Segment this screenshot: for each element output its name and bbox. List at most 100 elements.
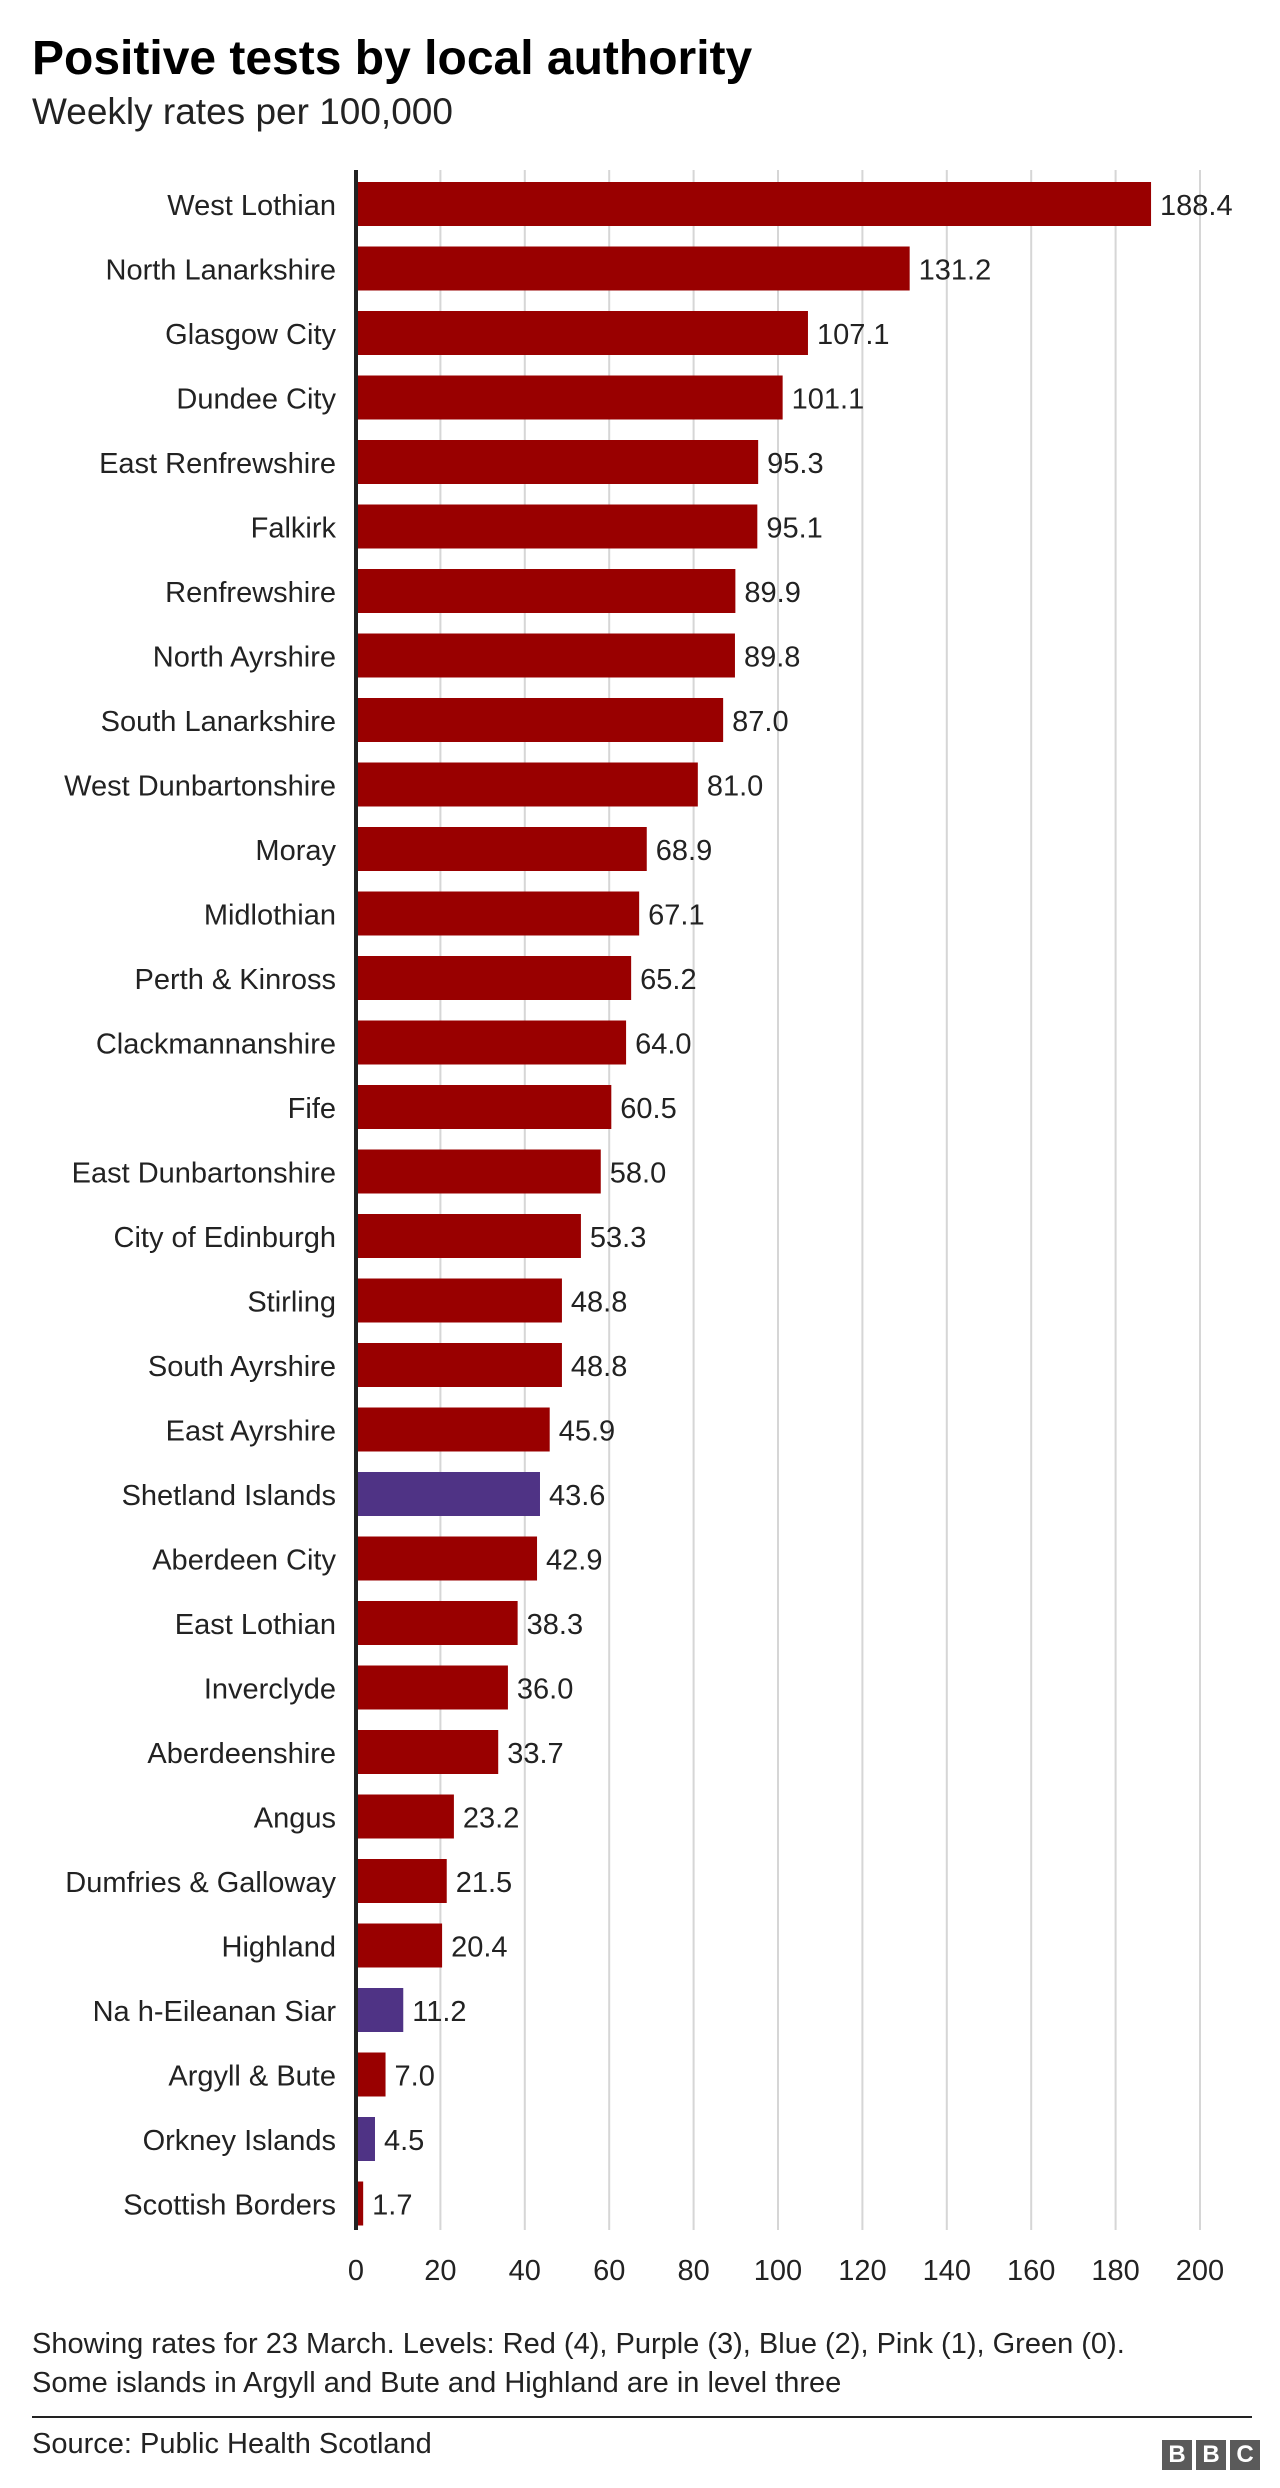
category-label: Highland	[222, 1932, 336, 1964]
data-label: 36.0	[517, 1674, 573, 1706]
footnote-line-1: Showing rates for 23 March. Levels: Red …	[32, 2328, 1125, 2360]
data-label: 89.8	[744, 642, 800, 674]
data-label: 23.2	[463, 1803, 519, 1835]
footnote-line-2: Some islands in Argyll and Bute and High…	[32, 2367, 842, 2400]
chart-subtitle: Weekly rates per 100,000	[32, 91, 453, 132]
bar-9	[356, 698, 724, 742]
bar-10	[356, 762, 698, 807]
source-credit: Source: Public Health Scotland	[32, 2428, 432, 2460]
bar-20	[356, 1407, 550, 1452]
data-label: 95.1	[766, 513, 822, 545]
bar-31	[356, 2117, 375, 2161]
category-label: North Ayrshire	[153, 642, 336, 674]
bar-21	[356, 1472, 540, 1516]
category-label: Argyll & Bute	[168, 2061, 336, 2093]
bar-5	[356, 440, 759, 484]
category-label: Orkney Islands	[143, 2125, 336, 2157]
data-label: 81.0	[707, 771, 763, 803]
bar-25	[356, 1730, 499, 1774]
data-label: 68.9	[656, 835, 712, 867]
category-label: West Dunbartonshire	[64, 771, 336, 803]
category-label: Inverclyde	[204, 1674, 336, 1706]
data-label: 4.5	[384, 2125, 424, 2157]
category-label: West Lothian	[167, 190, 336, 222]
bar-6	[356, 504, 758, 549]
x-tick-label: 60	[593, 2255, 625, 2287]
category-label: Dumfries & Galloway	[65, 1867, 336, 1899]
category-label: City of Edinburgh	[114, 1222, 336, 1254]
data-label: 65.2	[640, 964, 696, 996]
x-tick-label: 140	[923, 2255, 971, 2287]
bar-chart: West Lothian 188.4 North Lanarkshire 131.2 G…	[64, 170, 1233, 2287]
category-label: Stirling	[247, 1287, 336, 1319]
category-label: Renfrewshire	[165, 577, 336, 609]
bar-16	[356, 1149, 601, 1194]
bar-14	[356, 1020, 627, 1065]
data-label: 107.1	[817, 319, 890, 351]
category-label: South Lanarkshire	[101, 706, 336, 738]
category-label: Clackmannanshire	[96, 1029, 336, 1061]
category-label: Scottish Borders	[123, 2190, 336, 2222]
category-label: Fife	[288, 1093, 336, 1125]
category-label: East Ayrshire	[166, 1416, 336, 1448]
x-tick-label: 0	[348, 2255, 364, 2287]
data-label: 58.0	[610, 1158, 666, 1190]
category-label: Midlothian	[204, 900, 336, 932]
data-label: 95.3	[767, 448, 823, 480]
category-label: Na h-Eileanan Siar	[93, 1996, 337, 2028]
category-label: Perth & Kinross	[135, 964, 336, 996]
bar-13	[356, 956, 632, 1000]
category-label: East Lothian	[175, 1609, 336, 1641]
category-label: Dundee City	[176, 384, 336, 416]
data-label: 60.5	[620, 1093, 676, 1125]
data-label: 21.5	[456, 1867, 512, 1899]
x-tick-label: 40	[509, 2255, 541, 2287]
data-label: 89.9	[744, 577, 800, 609]
bar-24	[356, 1665, 508, 1710]
bar-29	[356, 1988, 404, 2032]
bar-4	[356, 375, 783, 420]
bar-7	[356, 569, 736, 613]
category-label: Glasgow City	[165, 319, 336, 351]
category-label: North Lanarkshire	[106, 255, 337, 287]
bbc-logo: B B C	[1162, 2440, 1260, 2470]
bar-11	[356, 827, 647, 871]
x-tick-label: 100	[754, 2255, 802, 2287]
category-label: Shetland Islands	[122, 1480, 336, 1512]
data-label: 53.3	[590, 1222, 646, 1254]
x-tick-label: 200	[1176, 2255, 1224, 2287]
data-label: 43.6	[549, 1480, 605, 1512]
bar-12	[356, 891, 640, 936]
bar-26	[356, 1794, 454, 1839]
bar-18	[356, 1278, 562, 1323]
chart-footnote: Showing rates for 23 March. Levels: Red …	[32, 2325, 1252, 2403]
data-label: 42.9	[546, 1545, 602, 1577]
chart-title: Positive tests by local authority	[32, 32, 753, 85]
data-label: 87.0	[732, 706, 788, 738]
x-tick-label: 20	[424, 2255, 456, 2287]
data-label: 38.3	[527, 1609, 583, 1641]
category-label: Falkirk	[251, 513, 337, 545]
category-label: East Dunbartonshire	[72, 1158, 336, 1190]
bar-3	[356, 311, 808, 355]
bar-30	[356, 2052, 386, 2097]
data-label: 33.7	[507, 1738, 563, 1770]
footer-divider	[32, 2416, 1252, 2418]
data-label: 188.4	[1160, 190, 1233, 222]
bar-2	[356, 246, 910, 291]
bar-27	[356, 1859, 447, 1903]
bar-22	[356, 1536, 538, 1581]
x-tick-label: 160	[1007, 2255, 1055, 2287]
data-label: 45.9	[559, 1416, 615, 1448]
bar-23	[356, 1601, 518, 1645]
bbc-logo-block-2: B	[1196, 2440, 1226, 2470]
data-label: 48.8	[571, 1287, 627, 1319]
category-label: Moray	[255, 835, 336, 867]
data-label: 11.2	[412, 1996, 466, 2028]
bar-8	[356, 633, 735, 678]
category-label: South Ayrshire	[148, 1351, 336, 1383]
bar-15	[356, 1085, 612, 1129]
bbc-logo-block-3: C	[1230, 2440, 1260, 2470]
data-label: 64.0	[635, 1029, 691, 1061]
bar-28	[356, 1923, 443, 1968]
